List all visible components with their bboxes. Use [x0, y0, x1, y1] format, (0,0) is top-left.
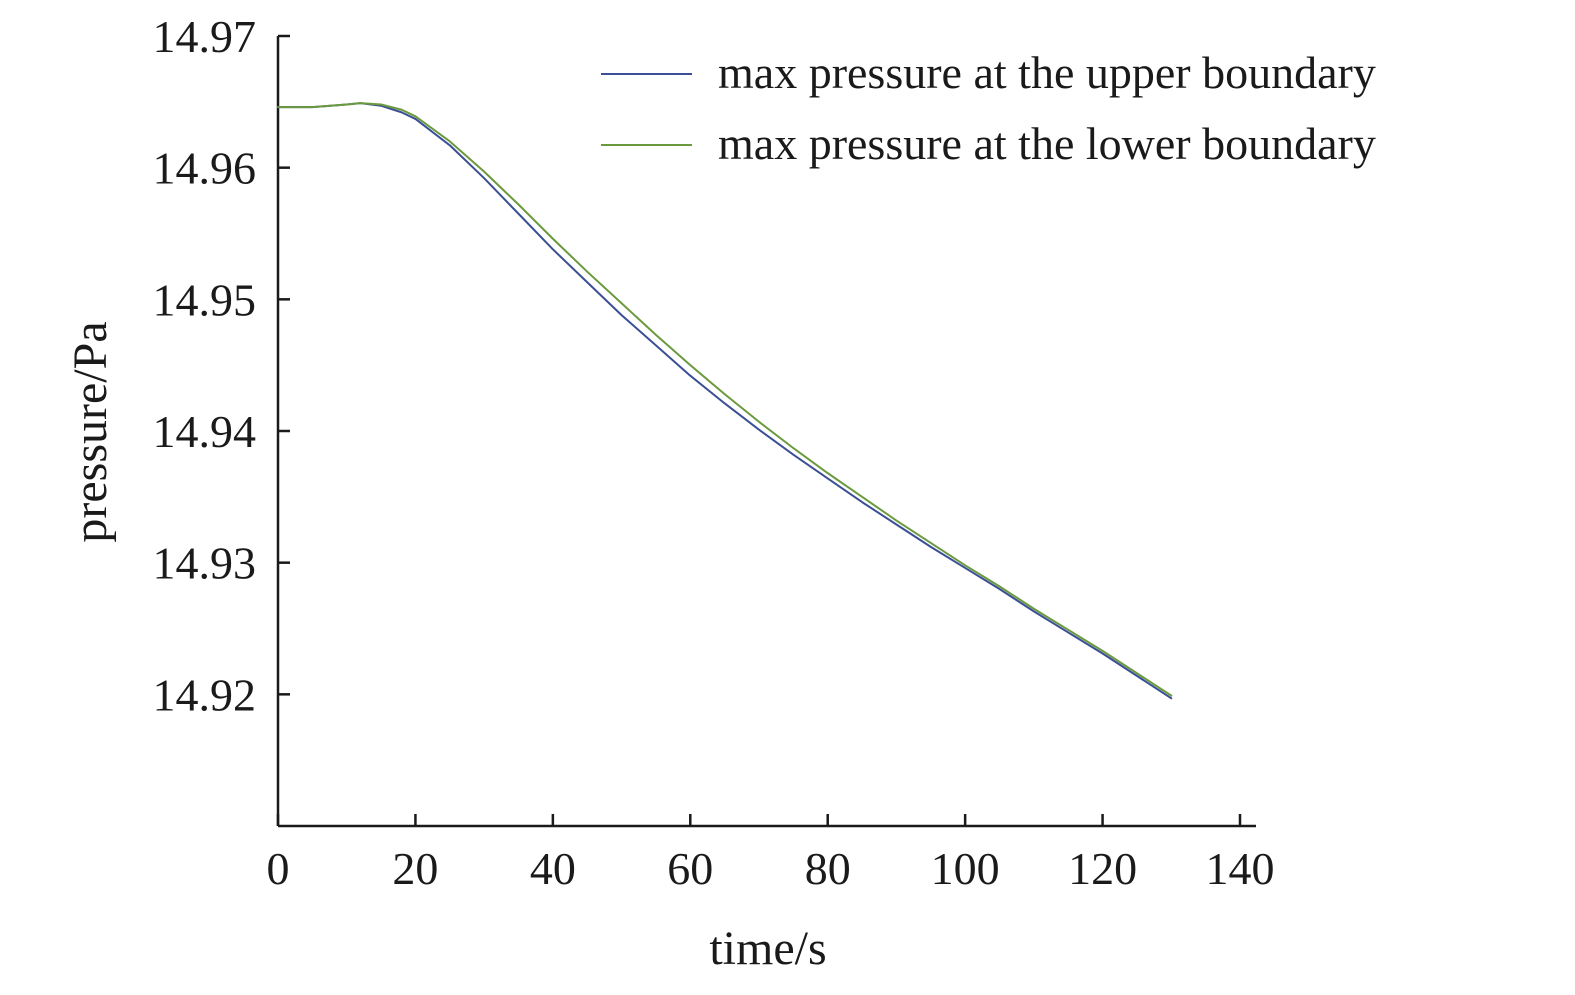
legend: max pressure at the upper boundary max pr… — [601, 47, 1376, 169]
tick-marks: 0 20 40 60 80 100 120 140 14.92 14.93 14.94 14.95 14… — [153, 11, 1275, 894]
x-axis-title: time/s — [709, 922, 826, 975]
x-tick-label: 80 — [805, 843, 851, 894]
x-tick-label: 100 — [931, 843, 1000, 894]
x-tick-label: 40 — [530, 843, 576, 894]
series-line-upper-boundary — [277, 102, 1173, 700]
legend-label: max pressure at the lower boundary — [718, 118, 1376, 169]
x-tick-label: 20 — [392, 843, 438, 894]
x-tick-label: 140 — [1206, 843, 1275, 894]
y-tick-label: 14.95 — [153, 274, 257, 325]
series-line-lower-boundary — [277, 102, 1173, 697]
y-tick-label: 14.93 — [153, 538, 257, 589]
x-tick-label: 120 — [1068, 843, 1137, 894]
y-tick-label: 14.92 — [153, 669, 257, 720]
x-tick-label: 60 — [667, 843, 713, 894]
data-series — [277, 102, 1173, 700]
y-tick-label: 14.96 — [153, 143, 257, 194]
y-tick-label: 14.97 — [153, 11, 257, 62]
legend-label: max pressure at the upper boundary — [718, 47, 1376, 98]
y-axis-title: pressure/Pa — [64, 321, 117, 542]
x-tick-label: 0 — [267, 843, 290, 894]
y-tick-label: 14.94 — [153, 406, 257, 457]
